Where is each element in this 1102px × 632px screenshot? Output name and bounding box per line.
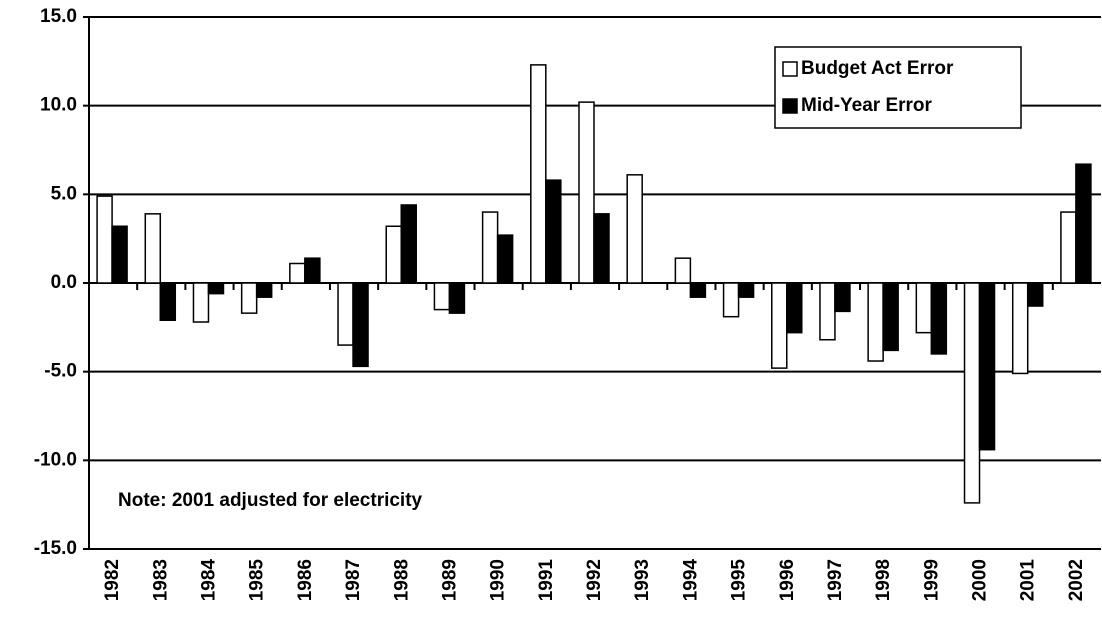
x-tick-label: 1997 [825,559,846,601]
x-tick-label: 2002 [1066,559,1087,601]
bar [255,282,273,298]
x-tick-label: 1995 [729,559,750,602]
x-tick-label: 1983 [150,559,171,601]
x-tick-label: 2000 [970,559,991,601]
x-tick-label: 1988 [391,559,412,601]
bar [96,195,113,284]
y-tick-label: -5.0 [44,361,77,382]
annotation: Note: 2001 adjusted for electricity [118,490,423,511]
y-tick-label: 5.0 [51,183,77,204]
bar [144,213,162,284]
bar [963,282,981,504]
bar [530,64,547,284]
bar [385,225,402,284]
bar [400,204,417,284]
bar [689,282,707,298]
x-tick-label: 1996 [777,559,798,601]
bar [337,282,354,346]
x-tick-label: 1993 [632,559,653,601]
bar [737,282,755,298]
x-tick-label: 1992 [584,559,605,601]
y-tick-label: 0.0 [51,272,77,293]
x-tick-label: 1982 [102,559,123,601]
bar [786,282,803,334]
bar [352,282,369,368]
bar [159,282,177,321]
bar [448,282,466,314]
bar [930,282,948,355]
legend-label: Budget Act Error [801,58,954,79]
x-tick-label: 1990 [488,559,509,601]
legend-swatch [782,98,798,114]
x-tick-label: 1994 [680,559,701,602]
x-tick-label: 1985 [247,559,268,602]
bar [882,282,899,352]
bar [834,282,851,313]
bar [304,257,321,284]
bar [1060,211,1077,284]
x-tick-label: 1991 [536,559,557,602]
bar [207,282,225,295]
bar [819,282,836,341]
x-tick-label: 1986 [295,559,316,601]
bar [111,225,128,284]
bar [240,282,258,314]
bar [674,257,692,284]
bar [192,282,210,323]
x-tick-label: 1987 [343,559,364,601]
y-tick-label: -10.0 [34,449,77,470]
bar [1011,282,1029,375]
bar [915,282,933,334]
bar [771,282,788,369]
bar [481,211,499,284]
y-tick-label: 15.0 [40,6,77,27]
y-tick-label: 10.0 [40,95,77,116]
bar [722,282,740,318]
x-tick-label: 1998 [873,559,894,601]
x-tick-label: 1984 [198,559,219,602]
bar [626,174,643,284]
legend-swatch [782,61,798,77]
bar [496,234,514,284]
bar [867,282,884,362]
bar [978,282,996,451]
bar [578,101,595,284]
x-tick-label: 1989 [439,559,460,601]
bar [433,282,451,311]
x-tick-label: 2001 [1018,559,1039,602]
bar [289,262,306,284]
bar [593,213,610,284]
bar [1075,163,1092,284]
x-tick-label: 1999 [921,559,942,601]
legend-label: Mid-Year Error [801,95,933,116]
y-tick-label: -15.0 [34,538,77,559]
bar [545,179,562,284]
bar [1026,282,1044,307]
legend-box [774,46,1022,129]
